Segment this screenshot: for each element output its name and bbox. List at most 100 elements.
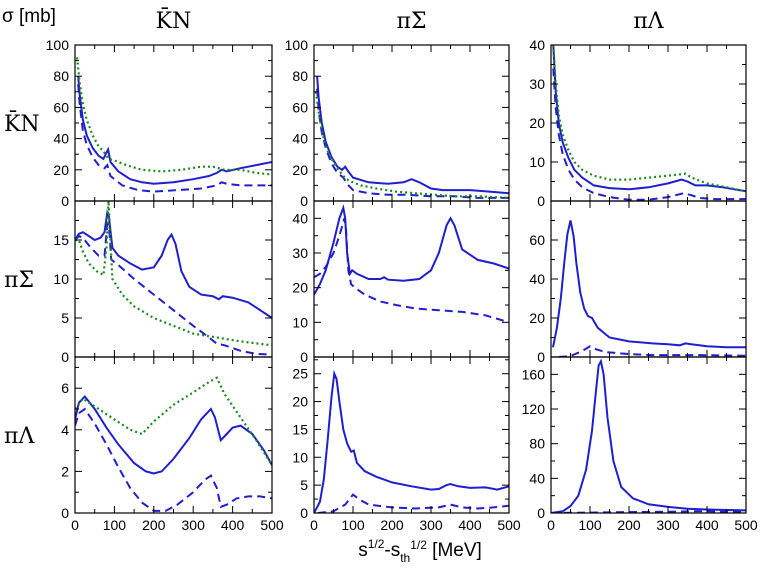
column-title: πΣ <box>396 9 426 34</box>
y-tick-label: 0 <box>61 505 69 521</box>
y-tick-label: 20 <box>53 162 69 178</box>
y-tick-label: 0 <box>537 349 545 365</box>
series-dashed <box>552 68 746 201</box>
series-solid <box>551 358 746 513</box>
series-dashed <box>75 223 272 356</box>
x-tick-label: 0 <box>310 517 318 533</box>
y-tick-label: 0 <box>61 349 69 365</box>
y-tick-label: 4 <box>61 422 69 438</box>
y-tick-label: 0 <box>61 193 69 209</box>
column-title: K̄N <box>156 7 192 34</box>
y-tick-label: 40 <box>292 210 308 226</box>
column-titles: K̄N πΣ πΛ <box>156 7 665 34</box>
x-tick-label: 500 <box>260 517 284 533</box>
series-solid <box>75 208 272 319</box>
y-tick-label: 60 <box>53 99 69 115</box>
y-tick-label: 80 <box>529 436 545 452</box>
y-tick-label: 20 <box>529 310 545 326</box>
series-dashed <box>314 218 509 324</box>
y-tick-label: 40 <box>53 131 69 147</box>
y-tick-label: 100 <box>285 37 309 53</box>
series-dotted <box>75 376 272 466</box>
x-tick-label: 200 <box>617 517 641 533</box>
series-dashed <box>558 345 746 357</box>
x-tick-label: 300 <box>182 517 206 533</box>
y-tick-label: 10 <box>292 449 308 465</box>
panel-grid: 0204060801000204060801000102030400510150… <box>46 37 758 533</box>
x-tick-label: 400 <box>695 517 719 533</box>
y-tick-label: 5 <box>61 310 69 326</box>
y-tick-label: 20 <box>292 394 308 410</box>
y-tick-label: 25 <box>292 366 308 382</box>
y-tick-label: 6 <box>61 380 69 396</box>
panel-1-2: 0 20 40 60 80 100 <box>285 37 510 209</box>
y-tick-label: 0 <box>300 193 308 209</box>
x-tick-label: 100 <box>341 517 365 533</box>
y-tick-label: 40 <box>529 37 545 53</box>
x-tick-label: 200 <box>380 517 404 533</box>
x-tick-label: 500 <box>497 517 521 533</box>
y-tick-label: 20 <box>292 162 308 178</box>
panel-2-3: 0 20 40 60 <box>529 200 747 365</box>
panel-1-3: 0 10 20 30 40 <box>529 37 747 209</box>
y-tick-label: 0 <box>300 349 308 365</box>
series-dashed <box>317 493 509 513</box>
y-tick-label: 80 <box>292 68 308 84</box>
x-tick-label: 0 <box>547 517 555 533</box>
y-tick-label: 15 <box>53 232 69 248</box>
series-dashed <box>316 88 509 199</box>
y-tick-label: 5 <box>300 477 308 493</box>
y-tick-label: 10 <box>529 154 545 170</box>
panel-1-1: 0 20 40 60 80 100 <box>46 37 273 209</box>
y-tick-label: 10 <box>53 271 69 287</box>
panel-2-2: 0 10 20 30 40 <box>292 200 510 365</box>
row-titles: K̄N πΣ πΛ <box>4 110 40 449</box>
series-dashed <box>77 83 272 193</box>
panel-frame <box>313 356 510 514</box>
x-tick-label: 0 <box>71 517 79 533</box>
series-solid <box>316 76 509 195</box>
panel-frame <box>550 200 747 358</box>
series-solid <box>314 369 509 513</box>
y-tick-label: 0 <box>537 193 545 209</box>
x-label-text: s1/2-sth1/2 [MeV] <box>358 537 482 565</box>
x-tick-label: 100 <box>578 517 602 533</box>
y-tick-label: 10 <box>292 314 308 330</box>
y-tick-label: 20 <box>529 115 545 131</box>
series-solid <box>314 204 509 296</box>
panel-3-3: 0 100 200 300 400 500 0 40 80 120 160 <box>522 356 758 533</box>
x-tick-label: 400 <box>221 517 245 533</box>
series-dotted <box>552 45 746 193</box>
x-tick-label: 300 <box>419 517 443 533</box>
y-tick-label: 0 <box>537 505 545 521</box>
x-tick-label: 200 <box>142 517 166 533</box>
x-tick-label: 100 <box>103 517 127 533</box>
series-dotted <box>75 57 272 176</box>
x-tick-label: 500 <box>734 517 758 533</box>
y-tick-label: 60 <box>292 99 308 115</box>
panel-3-1: 0 100 200 300 400 500 0 2 4 6 <box>61 356 284 533</box>
series-solid <box>552 220 746 349</box>
y-tick-label: 160 <box>522 366 546 382</box>
y-tick-label: 30 <box>292 245 308 261</box>
panel-frame <box>550 44 747 202</box>
row-title: πΛ <box>4 424 35 449</box>
y-tick-label: 40 <box>529 271 545 287</box>
y-tick-label: 120 <box>522 401 546 417</box>
x-tick-label: 400 <box>458 517 482 533</box>
y-tick-label: 2 <box>61 463 69 479</box>
row-title: K̄N <box>4 110 40 137</box>
panel-frame <box>74 200 273 358</box>
series-dotted <box>314 91 509 199</box>
y-tick-label: 20 <box>292 280 308 296</box>
row-title: πΣ <box>4 268 34 293</box>
y-tick-label: 80 <box>53 68 69 84</box>
y-tick-label: 100 <box>46 37 70 53</box>
panel-3-2: 0 100 200 300 400 500 0 5 10 15 20 25 <box>292 356 521 533</box>
y-tick-label: 0 <box>300 505 308 521</box>
x-tick-label: 300 <box>656 517 680 533</box>
y-unit-label: σ [mb] <box>2 6 56 27</box>
y-tick-label: 30 <box>529 76 545 92</box>
series-dashed <box>75 407 272 512</box>
